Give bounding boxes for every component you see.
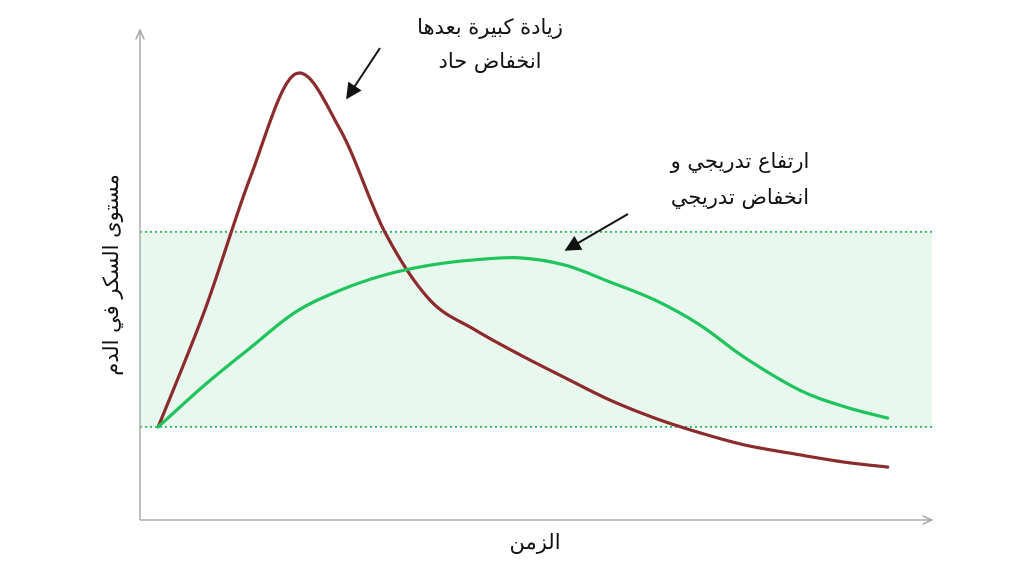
annotation: انخفاض تدريجي — [671, 185, 809, 209]
series-line — [156, 256, 890, 429]
series-line — [156, 71, 890, 469]
lines — [156, 71, 890, 469]
y-axis-label: مستوى السكر في الدم — [99, 174, 123, 376]
annotation-arrow — [346, 47, 381, 100]
x-axis-label: الزمن — [509, 530, 560, 554]
annotation-arrow — [564, 213, 629, 251]
annotation: انخفاض حاد — [438, 49, 541, 73]
annotation: ارتفاع تدريجي و — [670, 149, 810, 173]
annotation: زيادة كبيرة بعدها — [417, 15, 563, 39]
